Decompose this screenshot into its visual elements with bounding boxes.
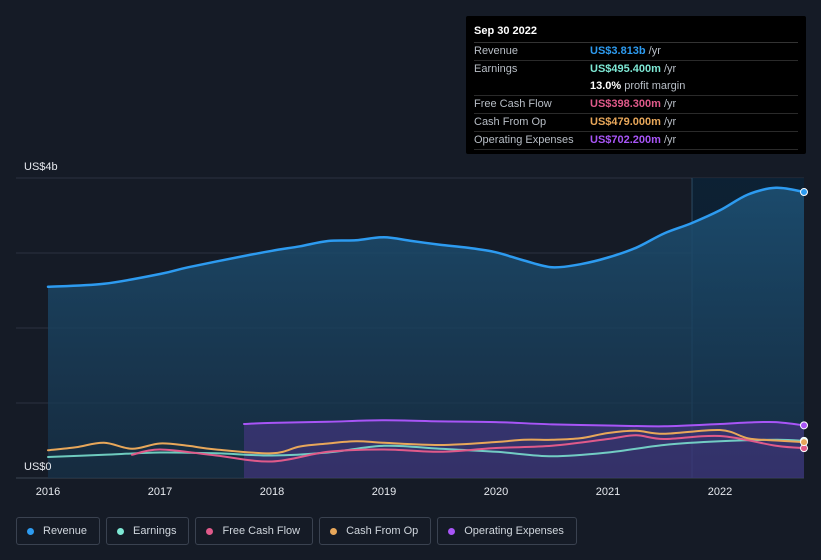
tooltip-value: US$479.000m <box>590 116 661 128</box>
series-areas <box>48 187 804 478</box>
tooltip-value: US$398.300m <box>590 98 661 110</box>
legend-dot-icon <box>330 527 338 535</box>
tooltip-label: Cash From Op <box>474 116 547 128</box>
tooltip-label: Operating Expenses <box>474 134 574 146</box>
legend-label: Earnings <box>133 525 177 537</box>
tooltip-value: 13.0% <box>590 80 622 92</box>
tooltip-unit: /yr <box>663 116 677 128</box>
tooltip-row-fcf: Free Cash Flow US$398.300m /yr <box>474 96 798 114</box>
tooltip-label <box>474 78 590 95</box>
tooltip-row-earnings: Earnings US$495.400m /yr <box>474 61 798 78</box>
line-revenue <box>46 186 806 289</box>
y-axis-top-label: US$4b <box>24 161 58 173</box>
x-tick-label: 2017 <box>148 486 172 498</box>
end-dot-operating-expenses <box>800 421 808 430</box>
tooltip-date: Sep 30 2022 <box>474 24 798 43</box>
x-axis-ticks: 2016 2017 2018 2019 2020 2021 2022 <box>36 486 732 498</box>
tooltip-row-opex: Operating Expenses US$702.200m /yr <box>474 132 798 150</box>
end-dot-cash-from-op <box>800 438 808 447</box>
tooltip-unit: /yr <box>663 134 677 146</box>
legend-dot-icon <box>448 527 456 535</box>
x-tick-label: 2020 <box>484 486 508 498</box>
legend-item-revenue[interactable]: Revenue <box>16 517 101 545</box>
legend-item-free-cash-flow[interactable]: Free Cash Flow <box>195 517 314 545</box>
tooltip-row-margin: 13.0% profit margin <box>474 78 798 96</box>
series-end-dots <box>800 188 808 453</box>
chart: US$4b US$0 2016 2017 2018 2019 2020 2021 2022 <box>16 161 808 498</box>
legend-label: Revenue <box>43 525 88 537</box>
legend-label: Operating Expenses <box>464 525 564 537</box>
tooltip-value: US$702.200m <box>590 134 661 146</box>
tooltip-label: Earnings <box>474 63 518 75</box>
tooltip-label: Free Cash Flow <box>474 98 552 110</box>
tooltip-label: Revenue <box>474 45 519 57</box>
legend-item-operating-expenses[interactable]: Operating Expenses <box>437 517 577 545</box>
legend-dot-icon <box>27 527 34 535</box>
legend-label: Cash From Op <box>346 525 419 537</box>
line-earnings <box>47 438 805 458</box>
legend-dot-icon <box>117 527 125 535</box>
y-axis-bottom-label: US$0 <box>24 461 52 473</box>
series-lines <box>46 186 806 463</box>
tooltip-unit: /yr <box>663 63 677 75</box>
end-dot-revenue <box>800 188 808 197</box>
tooltip-unit: profit margin <box>624 80 686 92</box>
tooltip-row-revenue: Revenue US$3.813b /yr <box>474 43 798 61</box>
line-free-cash-flow <box>131 434 805 463</box>
legend: Revenue Earnings Free Cash Flow Cash Fro… <box>16 517 577 545</box>
x-tick-label: 2019 <box>372 486 396 498</box>
legend-label: Free Cash Flow <box>222 525 301 537</box>
tooltip-panel: Sep 30 2022 Revenue US$3.813b /yr Earnin… <box>466 16 806 154</box>
tooltip-unit: /yr <box>648 45 661 57</box>
line-cash-from-op <box>47 428 805 455</box>
tooltip-value: US$3.813b <box>590 45 646 57</box>
area-operating-expenses <box>244 420 804 478</box>
legend-item-earnings[interactable]: Earnings <box>106 517 190 545</box>
x-tick-label: 2018 <box>260 486 284 498</box>
area-revenue <box>48 187 804 478</box>
tooltip-row-cfo: Cash From Op US$479.000m /yr <box>474 114 798 132</box>
line-operating-expenses <box>243 419 805 428</box>
x-tick-label: 2022 <box>708 486 732 498</box>
tooltip-unit: /yr <box>663 98 677 110</box>
x-tick-label: 2016 <box>36 486 60 498</box>
tooltip-value: US$495.400m <box>590 63 661 75</box>
legend-dot-icon <box>206 527 214 535</box>
legend-item-cash-from-op[interactable]: Cash From Op <box>319 517 432 545</box>
x-tick-label: 2021 <box>596 486 620 498</box>
